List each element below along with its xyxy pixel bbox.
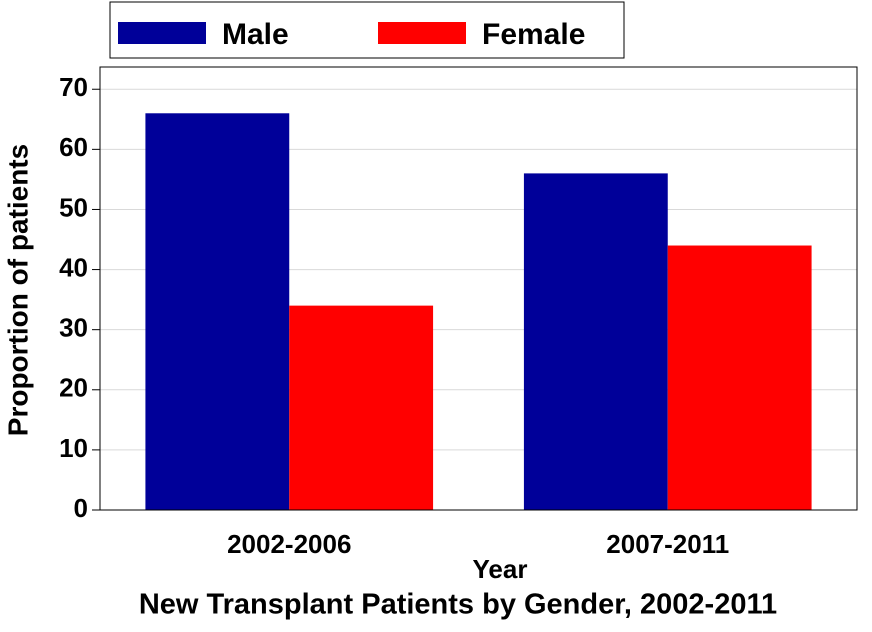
legend-swatch: [378, 22, 466, 44]
bar: [289, 305, 434, 510]
y-tick-label: 30: [59, 313, 88, 343]
chart-title: New Transplant Patients by Gender, 2002-…: [139, 589, 777, 621]
y-axis-label: Proportion of patients: [2, 144, 33, 436]
x-tick-label: 2002-2006: [227, 529, 351, 559]
legend-label: Male: [222, 18, 289, 51]
bar: [145, 113, 290, 511]
bar: [667, 245, 812, 510]
plot-frame: [99, 66, 858, 511]
y-tick-label: 10: [59, 433, 88, 463]
y-tick-label: 70: [59, 72, 88, 102]
x-tick-label: 2007-2011: [606, 529, 729, 559]
legend-label: Female: [482, 18, 585, 51]
legend-swatch: [118, 22, 206, 44]
y-tick-label: 20: [59, 373, 88, 403]
y-tick-label: 0: [74, 493, 88, 523]
bar: [523, 173, 668, 510]
y-tick-label: 60: [59, 132, 88, 162]
y-tick-label: 50: [59, 192, 88, 222]
x-axis-label: Year: [473, 554, 528, 584]
y-tick-label: 40: [59, 252, 88, 282]
